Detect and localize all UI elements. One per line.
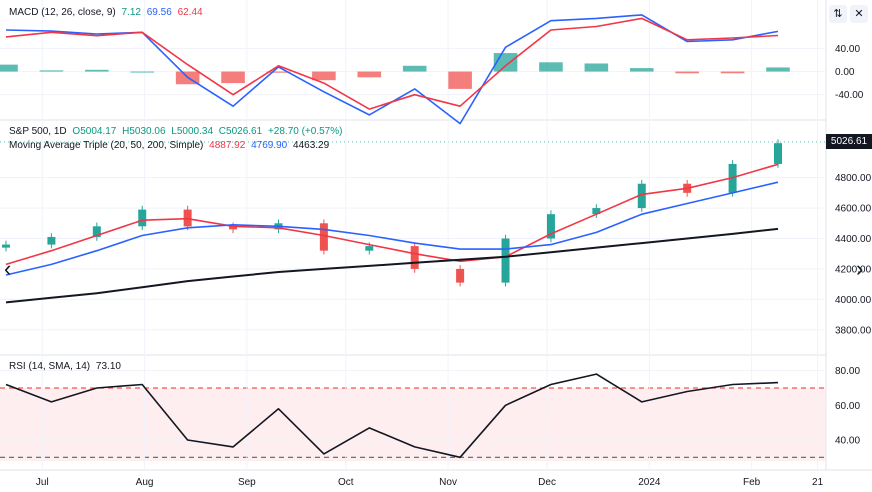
price-tick-label: 4800.00 xyxy=(835,173,872,184)
pane-collapse-icon[interactable]: ⇅ xyxy=(829,5,847,23)
candle-body xyxy=(456,268,465,283)
price-legend: S&P 500, 1D O5004.17 H5030.06 L5000.34 C… xyxy=(9,126,345,138)
rsi-title: RSI (14, SMA, 14) xyxy=(9,361,91,372)
ma-title: Moving Average Triple (20, 50, 200, Simp… xyxy=(9,140,204,151)
close-value: C5026.61 xyxy=(218,126,263,137)
candle-body xyxy=(319,223,328,251)
change-value: +28.70 (+0.57%) xyxy=(267,126,343,137)
x-tick-label: Sep xyxy=(238,477,256,488)
ma50-value: 4769.90 xyxy=(251,140,288,151)
scroll-left-icon[interactable]: ‹ xyxy=(4,256,12,281)
price-tick-label: 4400.00 xyxy=(835,234,872,245)
macd-hist-bar xyxy=(221,71,245,84)
macd-hist-bar xyxy=(448,71,472,89)
low-value: L5000.34 xyxy=(171,126,214,137)
macd-hist-bar xyxy=(85,69,109,72)
price-tick-label: 4200.00 xyxy=(835,264,872,275)
ma-legend: Moving Average Triple (20, 50, 200, Simp… xyxy=(9,140,332,152)
rsi-tick-label: 40.00 xyxy=(835,436,860,447)
candle-body xyxy=(92,226,101,237)
price-tick-label: 3800.00 xyxy=(835,325,872,336)
macd-hist-bar xyxy=(675,71,699,74)
ma200-line xyxy=(5,227,779,304)
candle-body xyxy=(774,143,782,164)
x-tick-label: 21 xyxy=(812,477,824,488)
candle-body xyxy=(637,183,646,209)
macd-tick-label: 40.00 xyxy=(835,44,860,55)
price-tick-label: 4600.00 xyxy=(835,204,872,215)
macd-signal-value: 62.44 xyxy=(177,7,203,18)
candle-body xyxy=(365,246,374,251)
rsi-line xyxy=(5,373,779,459)
pane-close-icon[interactable]: ✕ xyxy=(850,5,868,23)
macd-hist-bar xyxy=(539,62,563,72)
rsi-band xyxy=(0,388,826,461)
macd-value: 69.56 xyxy=(146,7,172,18)
y-axis-ticks: 40.00 0.00 -40.00 4800.00 4600.00 4400.00 4200… xyxy=(835,44,872,447)
macd-hist-bar xyxy=(720,71,745,74)
x-tick-label: Jul xyxy=(36,477,49,488)
candle-body xyxy=(546,214,555,239)
ma50-line xyxy=(5,181,779,276)
macd-hist-bar xyxy=(766,67,790,72)
macd-hist-bar xyxy=(0,64,18,72)
macd-line xyxy=(5,14,779,125)
ma20-line xyxy=(5,163,779,266)
candle-body xyxy=(2,244,10,248)
macd-hist-bar xyxy=(312,71,336,81)
scroll-right-icon[interactable]: › xyxy=(856,256,864,281)
macd-hist-bar xyxy=(130,71,155,73)
x-tick-label: Dec xyxy=(538,477,556,488)
rsi-tick-label: 80.00 xyxy=(835,366,860,377)
candle-body xyxy=(501,238,510,283)
macd-histogram xyxy=(0,53,790,89)
x-tick-label: Feb xyxy=(743,477,761,488)
macd-hist-bar xyxy=(629,68,654,72)
rsi-value: 73.10 xyxy=(95,361,121,372)
x-tick-label: Oct xyxy=(338,477,354,488)
macd-hist-bar xyxy=(39,70,64,72)
x-tick-label: 2024 xyxy=(638,477,661,488)
x-axis-ticks: Jul Aug Sep Oct Nov Dec 2024 Feb 21 xyxy=(36,477,824,488)
rsi-legend: RSI (14, SMA, 14) 73.10 xyxy=(9,361,124,373)
ma20-value: 4887.92 xyxy=(209,140,246,151)
ma200-value: 4463.29 xyxy=(293,140,330,151)
macd-hist-bar xyxy=(357,71,382,78)
macd-title: MACD (12, 26, close, 9) xyxy=(9,7,116,18)
macd-hist-value: 7.12 xyxy=(121,7,141,18)
candle-body xyxy=(47,236,56,245)
rsi-tick-label: 60.00 xyxy=(835,401,860,412)
series-lines xyxy=(5,14,779,459)
x-tick-label: Nov xyxy=(439,477,457,488)
signal-line xyxy=(5,17,779,110)
price-tick-label: 4000.00 xyxy=(835,295,872,306)
high-value: H5030.06 xyxy=(122,126,166,137)
macd-tick-label: -40.00 xyxy=(835,90,864,101)
macd-hist-bar xyxy=(402,65,427,72)
open-value: O5004.17 xyxy=(72,126,117,137)
candle-body xyxy=(229,226,238,230)
last-price-tag: 5026.61 xyxy=(826,134,872,149)
candle-body xyxy=(592,208,601,215)
macd-hist-bar xyxy=(266,71,291,73)
macd-legend: MACD (12, 26, close, 9) 7.12 69.56 62.44 xyxy=(9,7,206,19)
macd-tick-label: 0.00 xyxy=(835,67,855,78)
symbol-title: S&P 500, 1D xyxy=(9,126,67,137)
x-tick-label: Aug xyxy=(136,477,154,488)
macd-hist-bar xyxy=(584,63,609,72)
candle-body xyxy=(138,209,147,227)
candle-body xyxy=(410,246,419,269)
